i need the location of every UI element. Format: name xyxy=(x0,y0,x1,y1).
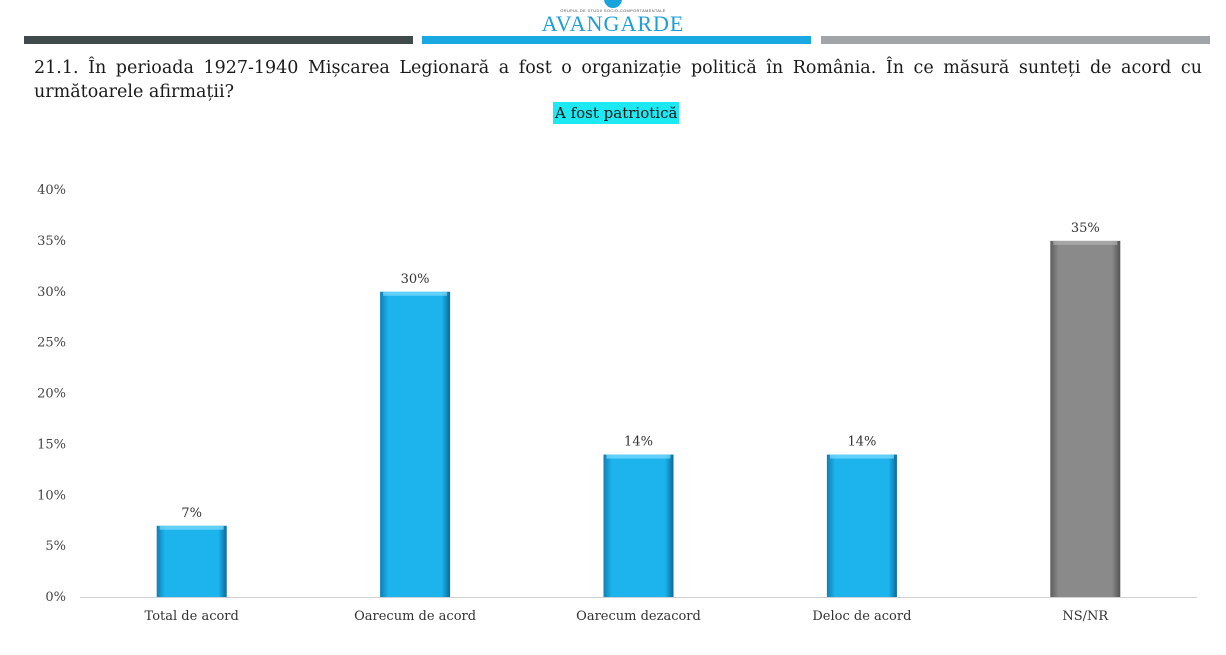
y-tick-label: 15% xyxy=(37,437,66,452)
bar-highlight xyxy=(383,291,448,296)
data-label: 14% xyxy=(624,435,653,450)
data-label: 30% xyxy=(401,272,430,287)
bar-highlight xyxy=(159,525,224,530)
logo-tagline: GRUPUL DE STUDII SOCIO-COMPORTAMENTALE xyxy=(560,8,666,13)
logo-wordmark: AVANGARDE xyxy=(541,11,685,36)
bar-highlight xyxy=(606,454,671,459)
header-band-gray xyxy=(821,36,1210,44)
y-tick-label: 40% xyxy=(37,183,66,198)
chart-title: A fost patriotică xyxy=(553,102,680,124)
y-tick-label: 30% xyxy=(37,285,66,300)
bar-body xyxy=(380,291,451,597)
data-label: 14% xyxy=(847,435,876,450)
bar xyxy=(380,291,451,597)
logo-globe-icon xyxy=(604,0,622,8)
y-tick-label: 35% xyxy=(37,234,66,249)
y-tick-label: 5% xyxy=(45,539,66,554)
question-text: 21.1. În perioada 1927-1940 Mișcarea Leg… xyxy=(34,58,1202,102)
header-band-blue xyxy=(422,36,811,44)
bar xyxy=(603,454,674,597)
y-tick-label: 10% xyxy=(37,488,66,503)
x-category-label: NS/NR xyxy=(1062,609,1109,624)
bar-body xyxy=(156,525,227,597)
x-category-label: Total de acord xyxy=(145,609,239,624)
brand-logo: GRUPUL DE STUDII SOCIO-COMPORTAMENTALE A… xyxy=(0,0,1226,36)
y-tick-label: 20% xyxy=(37,387,66,402)
x-category-label: Oarecum dezacord xyxy=(576,609,701,624)
data-label: 7% xyxy=(181,506,202,521)
data-label: 35% xyxy=(1071,221,1100,236)
x-category-label: Deloc de acord xyxy=(812,609,911,624)
bar xyxy=(826,454,897,597)
bar xyxy=(156,525,227,597)
y-tick-label: 0% xyxy=(45,590,66,605)
bar-highlight xyxy=(1053,240,1118,245)
y-tick-label: 25% xyxy=(37,336,66,351)
bar-highlight xyxy=(829,454,894,459)
bar-body xyxy=(826,454,897,597)
bar xyxy=(1050,240,1121,597)
x-category-label: Oarecum de acord xyxy=(354,609,476,624)
bar-body xyxy=(1050,240,1121,597)
header-band-dark xyxy=(24,36,413,44)
bar-body xyxy=(603,454,674,597)
